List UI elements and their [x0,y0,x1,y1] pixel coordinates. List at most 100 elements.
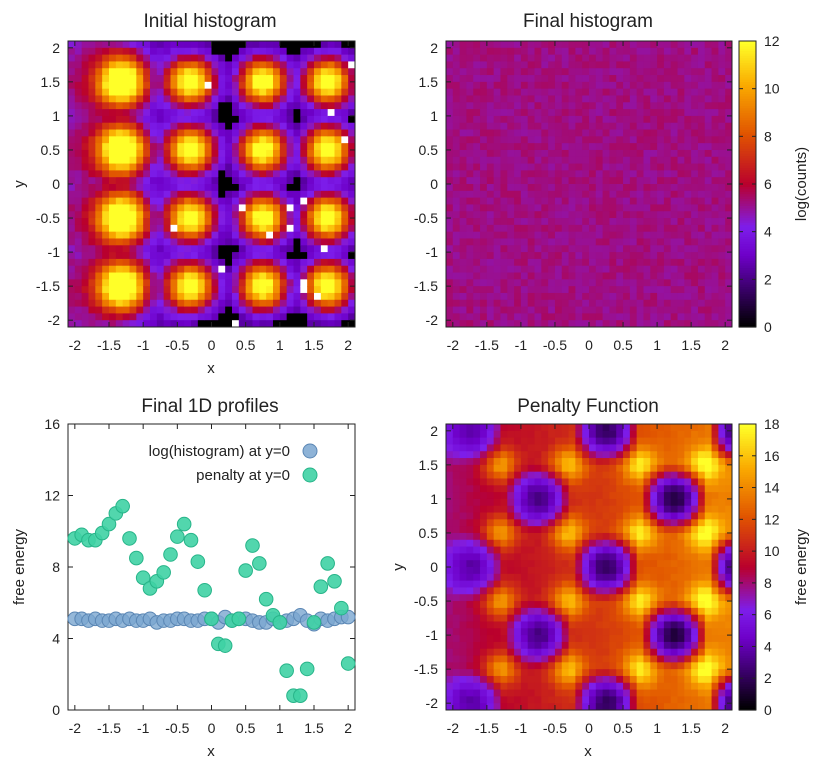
heatmap-cell [273,54,281,62]
heatmap-cell [554,81,563,90]
heatmap-cell [486,471,495,479]
heatmap-cell [273,163,281,171]
heatmap-cell [500,279,508,287]
heatmap-cell [102,204,110,212]
heatmap-cell [327,245,335,253]
heatmap-cell [595,512,604,520]
heatmap-cell [520,149,529,158]
heatmap-cell [480,512,488,520]
heatmap-cell [725,224,733,233]
heatmap-cell [184,95,192,103]
heatmap-cell [446,136,454,144]
heatmap-cell [68,211,76,219]
heatmap-cell [232,218,240,226]
heatmap-cell [493,532,501,541]
heatmap-cell [500,696,508,704]
heatmap-cell [507,252,515,260]
heatmap-cell [493,163,501,171]
heatmap-cell [684,156,692,165]
heatmap-cell [493,218,501,226]
heatmap-cell [446,635,454,643]
heatmap-cell [657,184,665,192]
heatmap-cell [636,95,644,103]
heatmap-cell [534,464,542,473]
heatmap-cell [561,560,570,568]
heatmap-cell [170,149,178,158]
heatmap-cell [589,54,597,62]
heatmap-cell [156,306,165,314]
heatmap-cell [718,279,726,287]
heatmap-cell [589,635,597,643]
heatmap-cell [348,231,356,239]
heatmap-cell [609,641,617,650]
heatmap-cell [725,286,733,294]
heatmap-cell [81,292,89,301]
heatmap-cell [691,143,699,151]
heatmap-cell [663,231,672,239]
heatmap-cell [609,648,617,657]
heatmap-cell [129,75,137,83]
colorbar-swatch [739,79,756,83]
heatmap-cell [156,258,165,267]
heatmap-cell [643,109,651,117]
heatmap-cell [307,54,315,62]
heatmap-cell [568,81,576,90]
heatmap-cell [273,68,281,76]
heatmap-cell [238,265,247,274]
heatmap-cell [697,149,706,158]
colorbar-swatch [739,300,756,304]
heatmap-cell [493,68,501,76]
heatmap-cell [486,54,495,62]
heatmap-cell [238,231,247,239]
heatmap-cell [602,88,610,96]
heatmap-cell [307,245,315,253]
heatmap-cell [575,224,583,233]
heatmap-cell [589,218,597,226]
heatmap-cell [548,437,556,445]
heatmap-cell [191,279,199,287]
heatmap-cell [115,122,124,131]
heatmap-cell [527,231,536,239]
heatmap-cell [320,258,329,267]
heatmap-cell [650,109,658,117]
heatmap-cell [527,238,536,246]
heatmap-cell [129,299,137,308]
heatmap-cell [279,286,288,294]
heatmap-cell [473,703,481,711]
heatmap-cell [252,47,260,56]
heatmap-cell [548,299,556,308]
heatmap-cell [300,313,308,321]
heatmap-cell [459,444,467,452]
colorbar-swatch [739,67,756,71]
heatmap-cell [548,204,556,212]
heatmap-cell [452,231,461,239]
heatmap-cell [520,231,529,239]
heatmap-cell [541,567,549,575]
heatmap-cell [68,245,76,253]
heatmap-cell [650,279,658,287]
heatmap-cell [568,238,576,246]
heatmap-cell [520,505,529,514]
heatmap-cell [459,88,467,96]
heatmap-cell [697,265,706,274]
heatmap-cell [548,306,556,314]
heatmap-cell [170,279,178,287]
heatmap-cell [589,478,597,486]
heatmap-cell [691,204,699,212]
heatmap-cell [561,68,570,76]
heatmap-cell [452,478,461,486]
heatmap-cell [446,628,454,636]
heatmap-cell [534,424,542,432]
heatmap-cell [507,224,515,233]
heatmap-cell [609,211,617,219]
heatmap-cell [341,320,349,328]
heatmap-cell [218,75,226,83]
heatmap-cell [218,245,226,253]
heatmap-cell [170,68,178,76]
heatmap-cell [493,424,501,432]
heatmap-cell [589,655,597,663]
y-tick-label: 16 [44,416,60,432]
heatmap-cell [150,129,158,137]
heatmap-cell [473,292,481,301]
heatmap-cell [177,279,185,287]
